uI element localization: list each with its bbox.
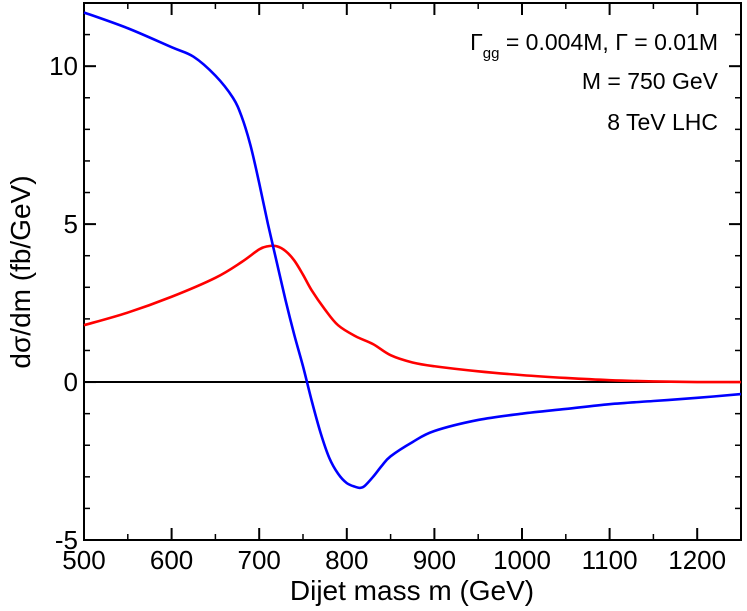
x-tick-label: 800 (325, 545, 368, 575)
blue-curve-series (83, 11, 742, 490)
red-curve-series (83, 244, 742, 384)
y-axis-title: dσ/dm (fb/GeV) (5, 175, 36, 368)
x-tick-label: 1200 (668, 545, 726, 575)
x-tick-label: 600 (150, 545, 193, 575)
gamma-total: Γ = 0.01M (615, 29, 718, 55)
annotation-widths: Γgg = 0.004M, Γ = 0.01M (470, 29, 718, 62)
gamma-gg-subscript: gg (483, 45, 500, 62)
x-tick-label: 700 (238, 545, 281, 575)
x-tick-label: 1100 (582, 545, 638, 575)
annotation-collider: 8 TeV LHC (607, 109, 718, 135)
x-tick-label: 500 (62, 545, 105, 575)
y-tick-label: 10 (49, 51, 78, 81)
x-axis-title: Dijet mass m (GeV) (290, 575, 534, 606)
x-axis-ticks: 500 600 700 800 900 1000 1100 1200 (62, 3, 726, 575)
annotation-mass: M = 750 GeV (582, 68, 719, 94)
series-layer (83, 11, 742, 490)
y-tick-label: 5 (64, 209, 78, 239)
gamma-gg-symbol: Γ (470, 29, 483, 55)
y-tick-label: 0 (64, 367, 78, 397)
plot-frame (83, 2, 742, 541)
gamma-gg-value: = 0.004M, (499, 29, 615, 55)
y-tick-label: -5 (55, 525, 78, 555)
x-tick-label: 1000 (493, 545, 551, 575)
x-tick-label: 900 (413, 545, 456, 575)
